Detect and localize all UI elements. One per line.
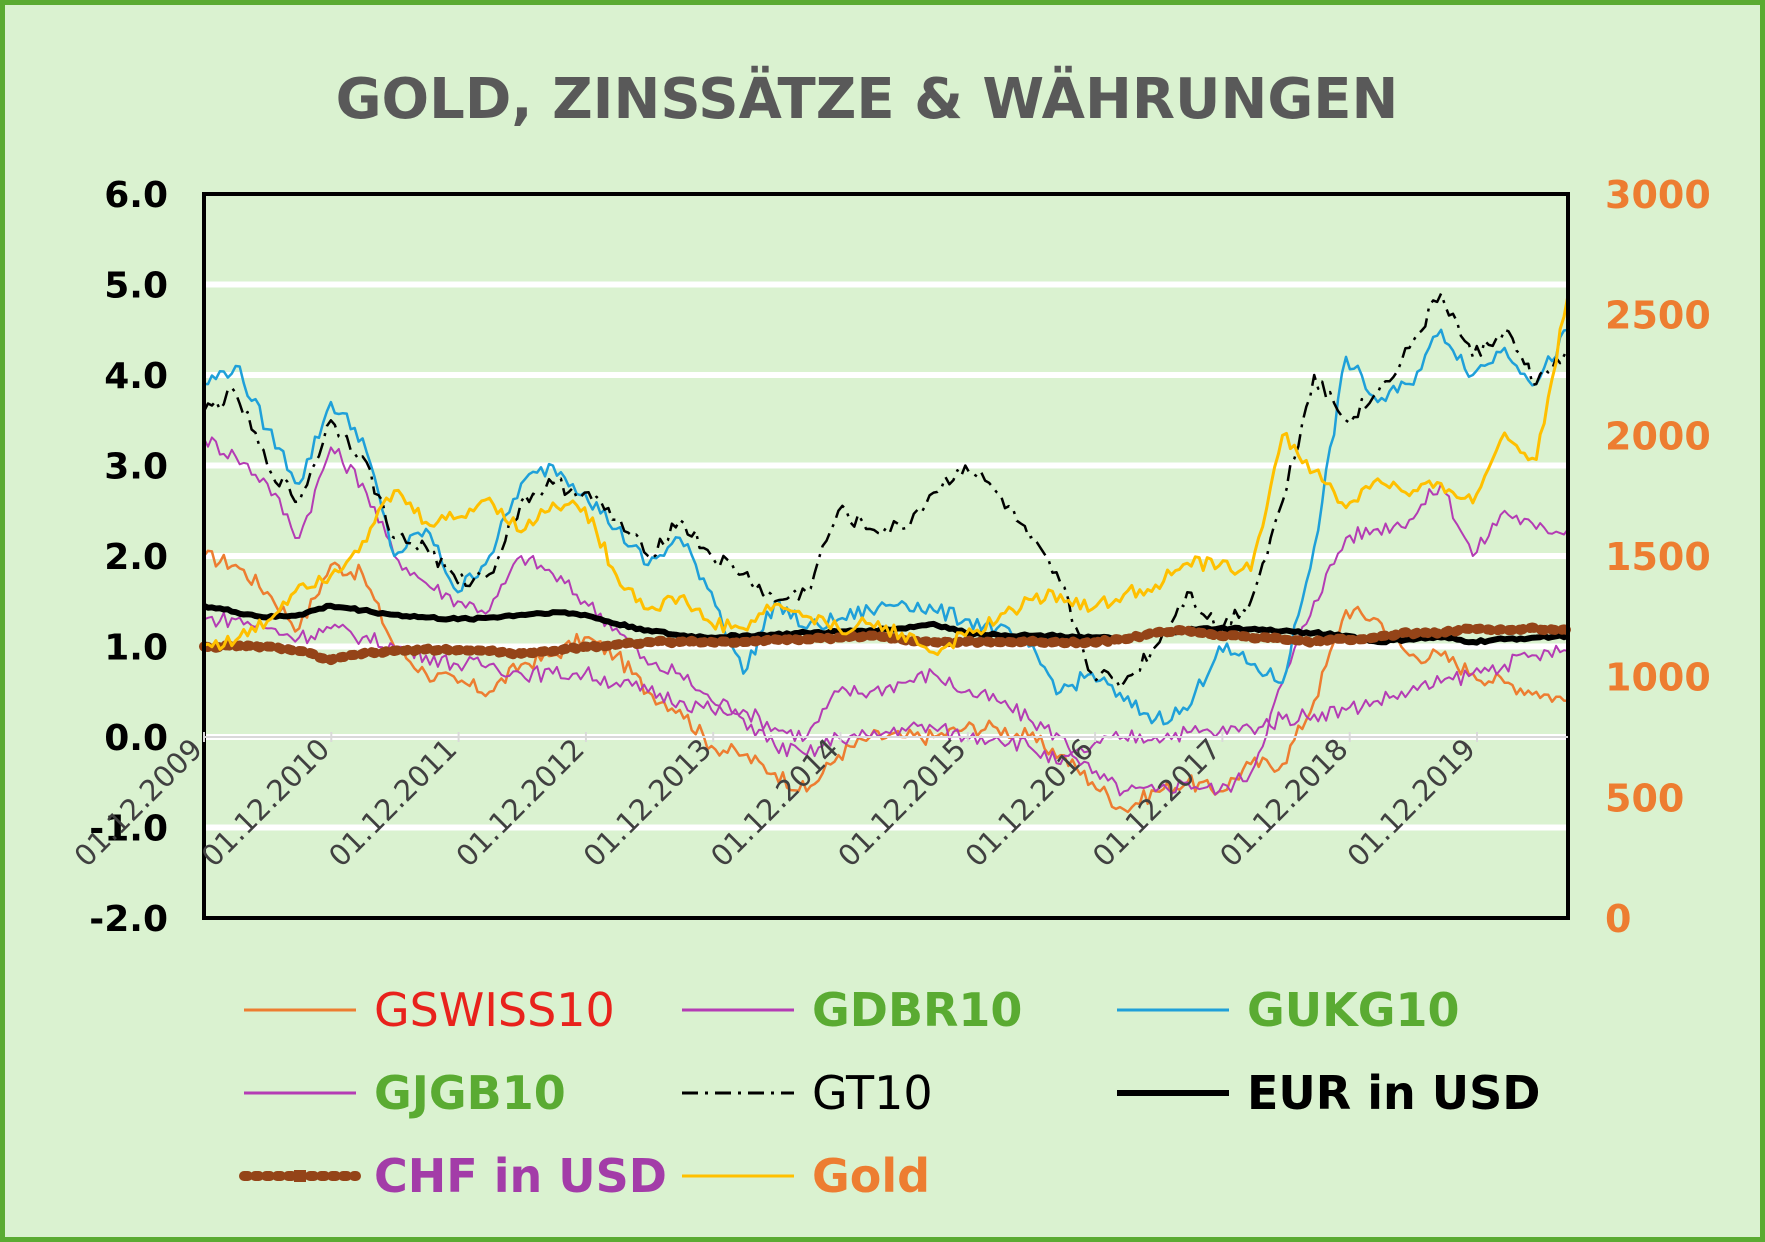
legend-marker: [294, 1170, 306, 1182]
y-axis-tick-label: -2.0: [89, 899, 168, 940]
series-line-gdbr10: [203, 436, 1569, 797]
y2-axis-tick-label: 2500: [1605, 294, 1711, 338]
y-axis-tick-label: 1.0: [104, 628, 168, 669]
x-axis-tick-label: 01.12.2015: [831, 732, 972, 873]
y-axis-tick-label: 0.0: [104, 718, 168, 759]
legend-label: GDBR10: [812, 983, 1022, 1037]
y2-axis-tick-label: 2000: [1605, 414, 1711, 458]
y-axis-tick-label: -1.0: [89, 809, 168, 850]
plot-series: [199, 292, 1573, 814]
legend-label: GUKG10: [1247, 983, 1460, 1037]
legend-label: GJGB10: [374, 1066, 566, 1120]
plot-area-border: [202, 192, 1570, 920]
y-axis-tick-label: 2.0: [104, 537, 168, 578]
y-axis-tick-label: 6.0: [104, 175, 168, 216]
legend-label: GSWISS10: [374, 983, 615, 1037]
legend: GSWISS10 GDBR10 GUKG10 GJGB10 GT10 EUR in USD…: [239, 983, 1540, 1203]
x-axis-tick-label: 01.12.2012: [449, 732, 590, 873]
x-axis-tick-label: 01.12.2013: [577, 732, 718, 873]
x-axis-tick-label: 01.12.2014: [704, 732, 845, 873]
y-axis-tick-label: 4.0: [104, 356, 168, 397]
y-axis-tick-label: 5.0: [104, 266, 168, 307]
series-line-gjgb10: [203, 611, 1569, 766]
legend-label: GT10: [812, 1066, 933, 1120]
series-line-gukg10: [203, 328, 1569, 726]
y2-axis-tick-label: 1000: [1605, 656, 1711, 700]
x-axis-tick-label: 01.12.2018: [1213, 732, 1354, 873]
legend-label: CHF in USD: [374, 1149, 667, 1203]
y2-axis-tick-label: 3000: [1605, 173, 1711, 217]
y2-axis-tick-label: 500: [1605, 776, 1684, 820]
gridlines: [204, 281, 1568, 831]
legend-label: EUR in USD: [1247, 1066, 1540, 1120]
y2-axis-tick-label: 1500: [1605, 535, 1711, 579]
y-axis-tick-label: 3.0: [104, 447, 168, 488]
legend-label: Gold: [812, 1149, 930, 1203]
series-line-gold: [203, 295, 1570, 657]
x-axis-tick-label: 01.12.2010: [195, 732, 336, 873]
chart-title: GOLD, ZINSSÄTZE & WÄHRUNGEN: [336, 67, 1399, 132]
x-axis-tick-label: 01.12.2011: [322, 732, 463, 873]
y2-axis-tick-label: 0: [1605, 897, 1631, 941]
x-axis-tick-label: 01.12.2019: [1340, 732, 1481, 873]
x-axis-tick-label: 01.12.2017: [1086, 732, 1227, 873]
series-line-gt10: [202, 292, 1570, 689]
x-axis-tick-label: 01.12.2016: [959, 732, 1100, 873]
series-line-chf-in-usd: [199, 622, 1573, 666]
